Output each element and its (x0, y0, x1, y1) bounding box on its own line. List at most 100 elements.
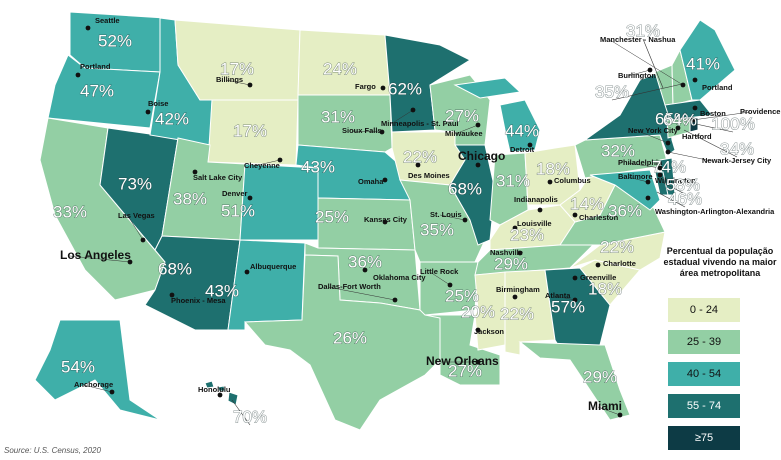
state (664, 99, 713, 121)
state (227, 239, 306, 331)
city-dot (692, 105, 698, 111)
city-dot (380, 85, 386, 91)
city-label: Honolulu (198, 385, 231, 394)
leader-line (609, 39, 684, 86)
city-label: Chicago (458, 149, 505, 163)
city-label: Albuquerque (250, 262, 296, 271)
leader-line (327, 286, 396, 301)
state (47, 54, 161, 129)
state (419, 261, 479, 316)
legend-swatch (668, 330, 740, 354)
city-label: Portland (80, 62, 111, 71)
city-label: Phoenix - Mesa (171, 296, 226, 305)
state-percent: 100% (711, 114, 754, 133)
city-dot (572, 275, 578, 281)
leader-line (695, 123, 734, 133)
city-label: Charleston (579, 213, 619, 222)
city-dot (462, 217, 468, 223)
city-label: Billings (216, 75, 243, 84)
leader-line (253, 159, 281, 167)
city-label: Nashville (490, 248, 523, 257)
state (243, 254, 441, 431)
city-dot (657, 172, 663, 178)
city-dot (475, 122, 481, 128)
state-percent: 27% (445, 106, 479, 125)
leader-line (69, 255, 131, 263)
leader-line (439, 214, 466, 221)
city-dot (692, 77, 698, 83)
state-percent: 52% (98, 31, 132, 50)
city-dot (140, 237, 146, 243)
city-label: Las Vegas (118, 211, 155, 220)
state (589, 169, 661, 211)
city-label: Louisville (517, 219, 552, 228)
state-percent: 22% (403, 147, 437, 166)
state-percent: 64% (663, 110, 697, 129)
city-label: Oklahoma City (373, 273, 426, 282)
state (518, 341, 631, 421)
legend-title: Percentual da população estadual vivendo… (663, 246, 777, 278)
city-dot (362, 267, 368, 273)
state-percent: 54% (61, 357, 95, 376)
city-dot (675, 125, 681, 131)
state (583, 69, 676, 156)
state (574, 134, 669, 179)
state (204, 380, 239, 406)
state-percent: 14% (570, 194, 604, 213)
state-percent: 29% (583, 367, 617, 386)
city-dot (379, 129, 385, 135)
leader-line (127, 215, 144, 241)
legend-swatch (668, 394, 740, 418)
city-dot (192, 169, 198, 175)
city-dot (517, 250, 523, 256)
city-label: Miami (588, 399, 622, 413)
city-label: Los Angeles (60, 248, 131, 262)
leader-line (627, 176, 649, 183)
city-dot (127, 259, 133, 265)
state-percent: 27% (448, 361, 482, 380)
city-dot (277, 157, 283, 163)
state-percent: 32% (601, 141, 635, 160)
city-label: Detroit (510, 145, 535, 154)
city-dot (680, 82, 686, 88)
state-percent: 29% (494, 254, 528, 273)
source-note: Source: U.S. Census, 2020 (4, 446, 101, 455)
legend-label: 40 - 54 (687, 368, 721, 380)
state-percent: 68% (158, 259, 192, 278)
state-percent: 58% (666, 175, 700, 194)
city-dot (512, 294, 518, 300)
state-percent: 46% (668, 189, 702, 208)
city-label: New Orleans (426, 354, 499, 368)
city-label: Minneapolis - St. Paul (381, 119, 459, 128)
state-percent: 62% (388, 79, 422, 98)
city-dot (690, 117, 696, 123)
city-label: Boise (148, 99, 168, 108)
city-label: New York City (628, 126, 679, 135)
state-percent: 38% (173, 189, 207, 208)
city-dot (109, 389, 115, 395)
city-label: Columbus (554, 176, 591, 185)
state-percent: 25% (315, 207, 349, 226)
city-label: Milwaukee (445, 129, 483, 138)
state-percent: 18% (588, 279, 622, 298)
city-dot (547, 179, 553, 185)
city-label: Wilmington (655, 176, 696, 185)
city-label: Manchester - Nashua (600, 35, 676, 44)
city-dot (85, 25, 91, 31)
city-dot (382, 219, 388, 225)
city-label: Anchorage (74, 380, 113, 389)
state-percent: 44% (505, 121, 539, 140)
state-percent: 20% (461, 302, 495, 321)
city-label: Charlotte (603, 259, 636, 268)
leader-line (351, 130, 383, 133)
legend-label: ≥75 (695, 432, 713, 444)
leader-line (390, 109, 414, 125)
city-label: Salt Lake City (193, 173, 243, 182)
city-label: Dallas-Fort Worth (318, 282, 381, 291)
city-label: Little Rock (420, 267, 459, 276)
city-dot (475, 327, 481, 333)
state-percent: 34% (720, 139, 754, 158)
leader-line (661, 181, 684, 194)
state-percent: 35% (420, 220, 454, 239)
